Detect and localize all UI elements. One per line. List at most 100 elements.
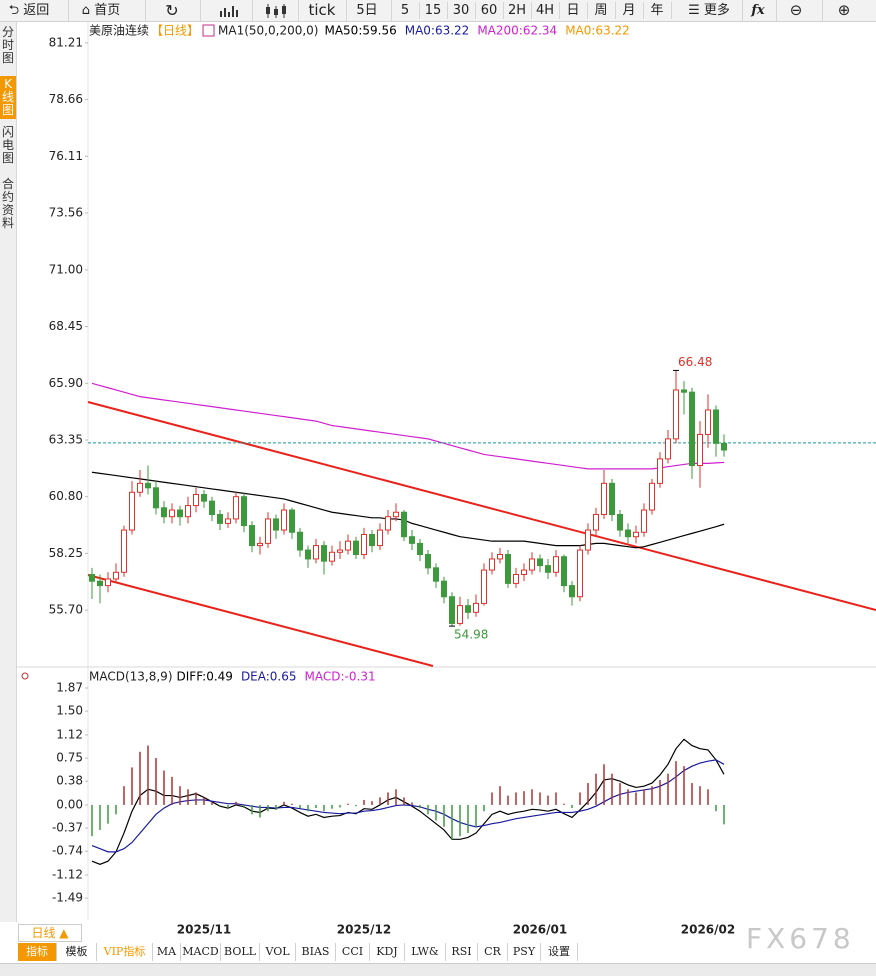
more-label[interactable]: 更多 <box>703 3 730 18</box>
period-button[interactable]: 月 <box>615 2 644 19</box>
bottom-tab[interactable]: CCI <box>336 943 370 961</box>
side-tab[interactable]: K线图 <box>0 76 16 119</box>
toolbar: ⮌ 返回 ⌂ 首页 ↻ tick 5日 5 15 30 60 2H 4H 日周月年 ☰ 更多… <box>0 0 876 22</box>
candle-body <box>521 569 527 576</box>
side-tab[interactable]: 合约资料 <box>1 177 14 230</box>
more-button[interactable]: ☰ 更多 <box>688 3 730 18</box>
x-tick-label: 2025/11 <box>177 923 231 937</box>
period-button[interactable]: 日 <box>559 2 588 19</box>
candle-body <box>513 574 519 584</box>
fx-button[interactable]: fx <box>751 3 765 18</box>
settings-icon[interactable] <box>21 672 29 680</box>
bottom-tab[interactable]: VOL <box>260 943 296 961</box>
candle-body <box>225 518 231 524</box>
bottom-tab[interactable]: MACD <box>181 943 221 961</box>
bottom-tab[interactable]: 指标 <box>18 943 57 961</box>
x-tick-label: 2026/01 <box>513 923 567 937</box>
side-tab[interactable]: 闪电图 <box>1 125 14 165</box>
home-button[interactable]: ⌂ 首页 <box>81 3 121 18</box>
candle-body <box>201 493 207 502</box>
y-tick-label: 55.70 <box>49 603 83 617</box>
candle-chart-button[interactable] <box>262 0 290 21</box>
candle-body <box>97 580 103 587</box>
candle-body <box>433 567 439 582</box>
candle-body <box>161 507 167 518</box>
candle-body <box>545 565 551 573</box>
watermark: FX678 <box>746 922 855 955</box>
y-tick-label: 76.11 <box>49 149 83 163</box>
bottom-tab[interactable]: MA <box>153 943 181 961</box>
period-selector[interactable]: 日线 ▲ <box>18 924 82 942</box>
line-chart-button[interactable] <box>216 0 242 21</box>
candle-body <box>241 496 247 527</box>
candle-body <box>249 525 255 547</box>
candle-body <box>209 500 215 515</box>
trend-line <box>87 401 876 611</box>
candle-body <box>337 549 343 553</box>
back-label[interactable]: 返回 <box>23 3 50 18</box>
bottom-tab[interactable]: RSI <box>446 943 478 961</box>
legend-entry: MA0:63.22 <box>565 24 630 38</box>
y-tick-label: -1.12 <box>52 867 83 881</box>
period-button[interactable]: 15 <box>419 2 448 19</box>
candle-body <box>121 529 127 573</box>
zoom-out-button[interactable]: ⊖ <box>789 1 803 19</box>
y-tick-label: 71.00 <box>49 262 83 276</box>
period-button[interactable]: 60 <box>475 2 504 19</box>
bottom-tab[interactable]: BIAS <box>296 943 336 961</box>
side-tabs: 分时图 K线图 闪电图 合约资料 <box>0 22 17 922</box>
candle-body <box>649 482 655 511</box>
candle-body <box>417 542 423 555</box>
separator <box>391 0 392 21</box>
period-button[interactable]: 年 <box>643 2 672 19</box>
candle-body <box>145 482 151 489</box>
bottom-tab[interactable]: 模板 <box>57 943 97 961</box>
separator <box>822 0 823 21</box>
five-day-button[interactable]: 5日 <box>356 3 378 18</box>
zoom-in-button[interactable]: ⊕ <box>837 1 851 19</box>
legend-icon <box>202 24 215 37</box>
period-button[interactable]: 4H <box>531 2 560 19</box>
separator <box>68 0 69 21</box>
candle-body <box>449 596 455 624</box>
bottom-tab[interactable]: LW& <box>405 943 446 961</box>
y-tick-label: 81.21 <box>49 35 83 49</box>
candle-body <box>321 545 327 562</box>
status-bar <box>0 963 876 976</box>
candle-body <box>169 509 175 518</box>
candle-body <box>377 529 383 547</box>
period-button[interactable]: 周 <box>587 2 616 19</box>
back-button[interactable]: ⮌ 返回 <box>8 3 50 18</box>
period-button[interactable]: 30 <box>447 2 476 19</box>
home-label[interactable]: 首页 <box>94 3 121 18</box>
separator <box>776 0 777 21</box>
y-tick-label: 1.87 <box>56 681 83 695</box>
candle-body <box>585 529 591 551</box>
y-tick-label: 60.80 <box>49 489 83 503</box>
tick-button[interactable]: tick <box>308 1 336 19</box>
bottom-tab[interactable]: BOLL <box>221 943 260 961</box>
candle-body <box>353 540 359 555</box>
bottom-tab[interactable]: CR <box>478 943 508 961</box>
period-button[interactable]: 5 <box>391 2 420 19</box>
bottom-tab[interactable]: VIP指标 <box>97 943 153 961</box>
side-tab[interactable]: 分时图 <box>1 25 14 65</box>
candle-body <box>345 540 351 551</box>
candle-body <box>617 513 623 531</box>
candle-body <box>289 509 295 533</box>
bottom-tab[interactable]: KDJ <box>370 943 405 961</box>
indicator-line <box>91 382 725 470</box>
candle-icon <box>266 4 286 18</box>
y-tick-label: 0.38 <box>56 774 83 788</box>
legend-entry: DEA:0.65 <box>241 670 297 684</box>
candle-body <box>497 553 503 560</box>
candle-body <box>697 433 703 467</box>
legend-entry: MACD:-0.31 <box>305 670 376 684</box>
candle-body <box>673 389 679 440</box>
bottom-tab[interactable]: 设置 <box>541 943 578 961</box>
candle-body <box>537 558 543 567</box>
bottom-tab[interactable]: PSY <box>508 943 541 961</box>
refresh-button[interactable]: ↻ <box>165 1 179 20</box>
period-button[interactable]: 2H <box>503 2 532 19</box>
separator <box>200 0 201 21</box>
